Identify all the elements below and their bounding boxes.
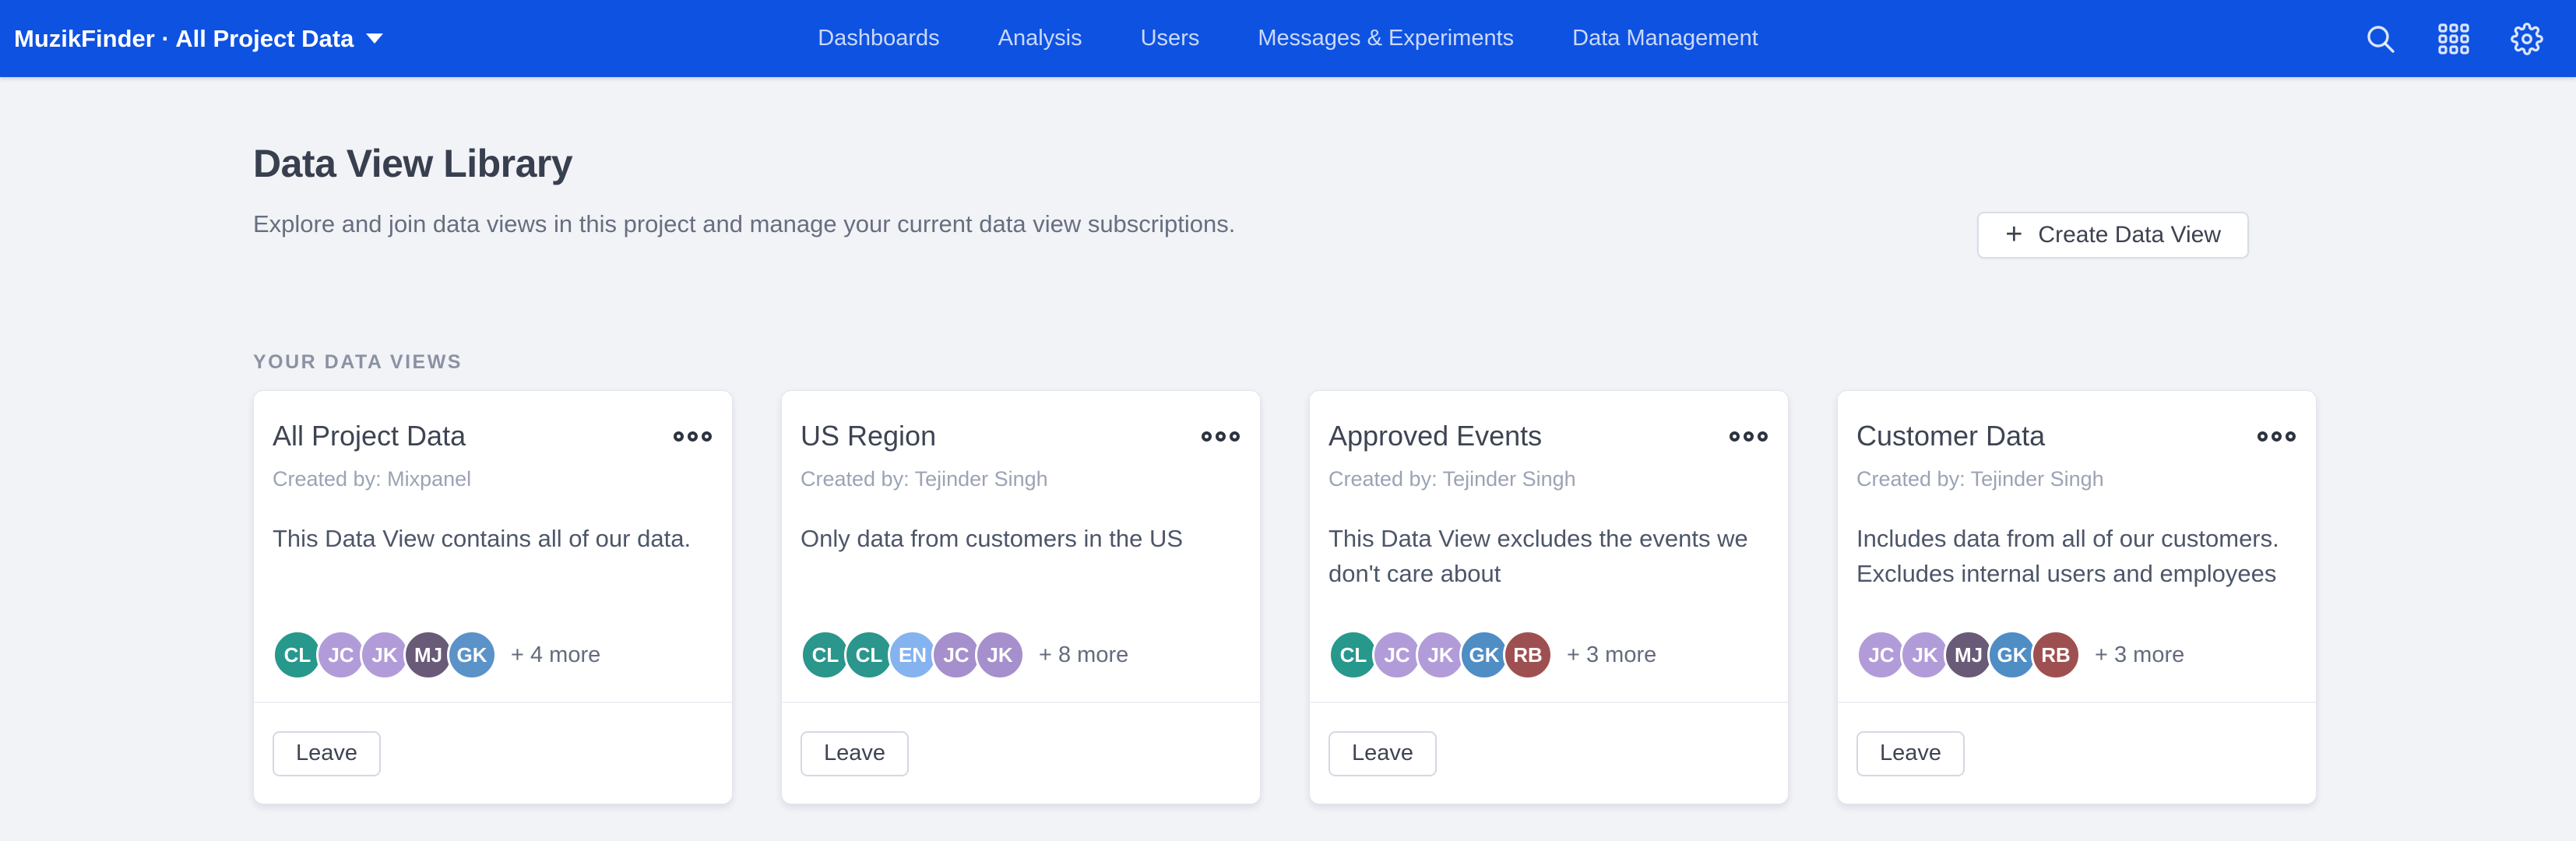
avatar: GK	[1987, 630, 2037, 680]
page-head: Data View Library Explore and join data …	[253, 77, 2576, 259]
page-subtitle: Explore and join data views in this proj…	[253, 210, 1236, 238]
plus-icon: +	[2005, 217, 2023, 251]
leave-button[interactable]: Leave	[1856, 730, 1965, 776]
data-view-card: Customer Data Created by: Tejinder Singh…	[1837, 390, 2317, 804]
avatar: CL	[273, 630, 322, 680]
avatar: JC	[931, 630, 981, 680]
member-avatars: CL JC JK GK RB	[1328, 630, 1553, 680]
nav-item-messages-experiments[interactable]: Messages & Experiments	[1258, 26, 1515, 51]
main-content: Data View Library Explore and join data …	[0, 77, 2576, 804]
created-by-label: Created by: Tejinder Singh	[1328, 467, 1576, 491]
apps-grid-icon[interactable]	[2437, 23, 2470, 55]
member-avatars: CL CL EN JC JK	[801, 630, 1025, 680]
card-footer: Leave	[1310, 702, 1788, 804]
member-avatars: CL JC JK MJ GK	[273, 630, 497, 680]
avatar: MJ	[403, 630, 453, 680]
dot-icon	[1230, 431, 1240, 442]
more-members-label: + 3 more	[2095, 642, 2185, 667]
created-by-label: Created by: Tejinder Singh	[801, 467, 1048, 491]
dot-icon	[1744, 431, 1754, 442]
avatar: CL	[844, 630, 894, 680]
avatar: JC	[1856, 630, 1906, 680]
avatar: JC	[316, 630, 366, 680]
avatar: EN	[888, 630, 938, 680]
more-members-label: + 3 more	[1567, 642, 1657, 667]
avatar: JK	[360, 630, 410, 680]
card-menu-button[interactable]	[1200, 427, 1241, 446]
create-data-view-label: Create Data View	[2038, 222, 2221, 248]
brand-label: MuzikFinder · All Project Data	[14, 24, 354, 52]
data-view-title: Approved Events	[1328, 420, 1543, 452]
data-view-description: This Data View contains all of our data.	[273, 525, 692, 552]
data-view-title: All Project Data	[273, 420, 466, 452]
primary-nav: Dashboards Analysis Users Messages & Experi…	[818, 0, 1758, 77]
avatar: RB	[1503, 630, 1553, 680]
avatar: GK	[1459, 630, 1509, 680]
nav-item-users[interactable]: Users	[1140, 26, 1200, 51]
avatar: GK	[447, 630, 497, 680]
card-footer: Leave	[1838, 702, 2316, 804]
dot-icon	[1216, 431, 1226, 442]
dot-icon	[674, 431, 684, 442]
member-avatars: JC JK MJ GK RB	[1856, 630, 2081, 680]
data-view-cards: All Project Data Created by: Mixpanel Th…	[253, 390, 2576, 804]
member-avatars-row: CL JC JK MJ GK + 4 more	[273, 630, 713, 680]
header-actions	[2364, 22, 2543, 55]
avatar: CL	[801, 630, 850, 680]
leave-button[interactable]: Leave	[1328, 730, 1438, 776]
avatar: CL	[1328, 630, 1378, 680]
member-avatars-row: JC JK MJ GK RB + 3 more	[1856, 630, 2297, 680]
avatar: RB	[2031, 630, 2081, 680]
created-by-label: Created by: Mixpanel	[273, 467, 472, 491]
avatar: JC	[1372, 630, 1422, 680]
avatar: JK	[975, 630, 1025, 680]
card-menu-button[interactable]	[1728, 427, 1769, 446]
avatar: MJ	[1944, 630, 1994, 680]
card-menu-button[interactable]	[672, 427, 713, 446]
dot-icon	[1758, 431, 1768, 442]
data-view-description: Includes data from all of our customers.…	[1856, 525, 2279, 587]
create-data-view-button[interactable]: + Create Data View	[1977, 212, 2249, 259]
card-footer: Leave	[782, 702, 1260, 804]
data-view-description: This Data View excludes the events we do…	[1328, 525, 1748, 587]
settings-icon[interactable]	[2511, 22, 2543, 55]
created-by-label: Created by: Tejinder Singh	[1856, 467, 2104, 491]
card-menu-button[interactable]	[2256, 427, 2297, 446]
leave-button[interactable]: Leave	[273, 730, 382, 776]
data-view-card: All Project Data Created by: Mixpanel Th…	[253, 390, 733, 804]
card-footer: Leave	[254, 702, 732, 804]
dot-icon	[1202, 431, 1212, 442]
data-view-title: Customer Data	[1856, 420, 2046, 452]
dot-icon	[688, 431, 698, 442]
dot-icon	[2258, 431, 2268, 442]
data-view-card: US Region Created by: Tejinder Singh Onl…	[781, 390, 1261, 804]
dot-icon	[2286, 431, 2296, 442]
data-view-description: Only data from customers in the US	[801, 525, 1184, 552]
avatar: JK	[1416, 630, 1466, 680]
section-label: YOUR DATA VIEWS	[253, 351, 463, 373]
leave-button[interactable]: Leave	[801, 730, 910, 776]
more-members-label: + 8 more	[1039, 642, 1129, 667]
data-view-card: Approved Events Created by: Tejinder Sin…	[1309, 390, 1789, 804]
dot-icon	[702, 431, 712, 442]
nav-item-data-management[interactable]: Data Management	[1572, 26, 1758, 51]
project-switcher[interactable]: MuzikFinder · All Project Data	[14, 24, 384, 53]
member-avatars-row: CL CL EN JC JK + 8 more	[801, 630, 1241, 680]
more-members-label: + 4 more	[511, 642, 601, 667]
nav-item-analysis[interactable]: Analysis	[998, 26, 1082, 51]
nav-item-dashboards[interactable]: Dashboards	[818, 26, 940, 51]
chevron-down-icon	[366, 33, 384, 44]
dot-icon	[1730, 431, 1740, 442]
member-avatars-row: CL JC JK GK RB + 3 more	[1328, 630, 1769, 680]
avatar: JK	[1900, 630, 1950, 680]
top-nav-bar: MuzikFinder · All Project Data Dashboard…	[0, 0, 2576, 77]
data-view-title: US Region	[801, 420, 937, 452]
page-title: Data View Library	[253, 142, 573, 185]
search-icon[interactable]	[2364, 23, 2397, 55]
dot-icon	[2272, 431, 2282, 442]
